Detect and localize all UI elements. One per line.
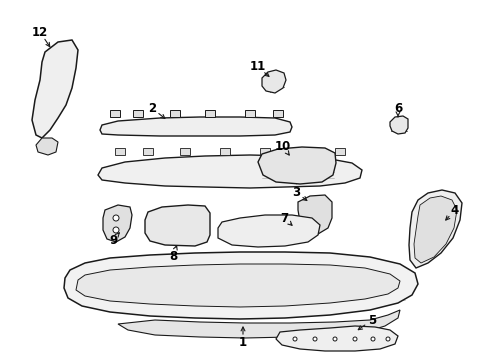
Circle shape [371, 337, 375, 341]
Polygon shape [335, 148, 345, 155]
Circle shape [333, 337, 337, 341]
Polygon shape [32, 40, 78, 138]
Polygon shape [276, 326, 398, 351]
Polygon shape [118, 310, 400, 338]
Circle shape [113, 215, 119, 221]
Circle shape [113, 227, 119, 233]
Polygon shape [76, 264, 400, 307]
Text: 1: 1 [239, 337, 247, 350]
Polygon shape [170, 110, 180, 117]
Text: 6: 6 [394, 102, 402, 114]
Text: 2: 2 [148, 102, 156, 114]
Circle shape [386, 337, 390, 341]
Text: 9: 9 [109, 234, 117, 247]
Text: 10: 10 [275, 140, 291, 153]
Polygon shape [409, 190, 462, 268]
Polygon shape [414, 196, 457, 263]
Polygon shape [262, 70, 286, 93]
Polygon shape [133, 110, 143, 117]
Polygon shape [245, 110, 255, 117]
Text: 7: 7 [280, 211, 288, 225]
Polygon shape [64, 252, 418, 319]
Text: 3: 3 [292, 185, 300, 198]
Polygon shape [220, 148, 230, 155]
Polygon shape [115, 148, 125, 155]
Text: 8: 8 [169, 249, 177, 262]
Polygon shape [390, 116, 408, 134]
Polygon shape [295, 148, 305, 155]
Text: 5: 5 [368, 314, 376, 327]
Text: 11: 11 [250, 60, 266, 73]
Polygon shape [205, 110, 215, 117]
Polygon shape [258, 147, 336, 184]
Polygon shape [143, 148, 153, 155]
Polygon shape [180, 148, 190, 155]
Circle shape [293, 337, 297, 341]
Text: 4: 4 [451, 203, 459, 216]
Polygon shape [36, 138, 58, 155]
Polygon shape [273, 110, 283, 117]
Circle shape [353, 337, 357, 341]
Polygon shape [260, 148, 270, 155]
Polygon shape [100, 117, 292, 136]
Text: 12: 12 [32, 26, 48, 39]
Polygon shape [110, 110, 120, 117]
Polygon shape [103, 205, 132, 242]
Polygon shape [298, 195, 332, 234]
Polygon shape [218, 215, 320, 247]
Polygon shape [145, 205, 210, 246]
Circle shape [313, 337, 317, 341]
Polygon shape [98, 155, 362, 188]
